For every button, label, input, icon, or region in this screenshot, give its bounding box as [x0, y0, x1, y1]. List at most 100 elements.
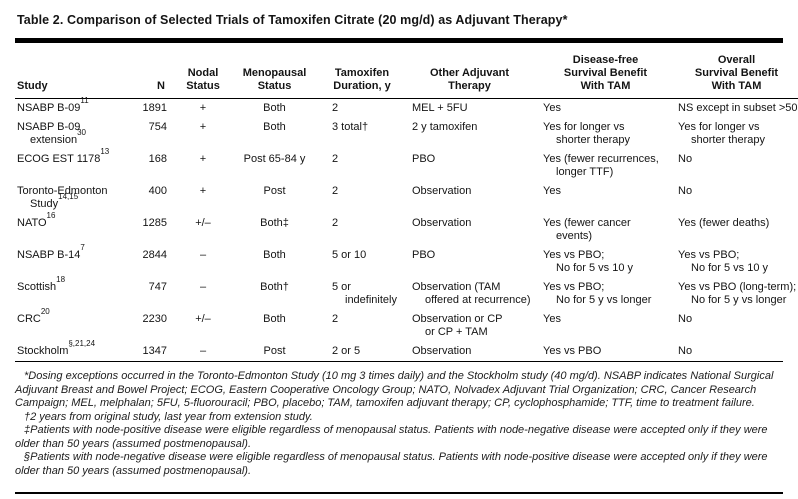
- cell-dfs: Yes for longer vs shorter therapy: [543, 121, 630, 146]
- cell-n: 1891: [142, 102, 167, 114]
- cell-duration: 3 total†: [332, 121, 369, 133]
- cell-dfs: Yes: [543, 185, 561, 197]
- reference-superscript: 30: [77, 127, 86, 137]
- table-row: Toronto-Edmonton Study14,15 400 + Post 2 Obser…: [15, 182, 798, 214]
- reference-superscript: 20: [40, 306, 50, 316]
- cell-os: Yes vs PBO; No for 5 vs 10 y: [678, 249, 769, 274]
- cell-n: 400: [148, 185, 167, 197]
- footnote-separator-rule: [15, 361, 783, 362]
- cell-os: No: [678, 313, 693, 325]
- cell-menopausal: Both‡: [260, 217, 289, 229]
- column-header-study: Study: [15, 43, 121, 99]
- cell-n: 754: [148, 121, 167, 133]
- cell-other: Observation: [412, 217, 472, 229]
- cell-study: NSABP B-0911: [17, 95, 89, 114]
- cell-study: NSABP B-09 extension30: [17, 121, 86, 146]
- reference-superscript: 14,15: [58, 191, 79, 201]
- cell-dfs: Yes: [543, 102, 561, 114]
- cell-duration: 2: [332, 153, 339, 165]
- footnotes: *Dosing exceptions occurred in the Toron…: [15, 370, 783, 478]
- footnote: †2 years from original study, last year …: [24, 410, 313, 423]
- reference-superscript: §,21,24: [68, 338, 96, 348]
- cell-menopausal: Both: [263, 121, 286, 133]
- table-row: NATO16 1285 +/– Both‡ 2 Observation Yes (fewer…: [15, 210, 798, 246]
- cell-nodal: –: [199, 281, 207, 293]
- cell-study: ECOG EST 117813: [17, 146, 110, 165]
- cell-nodal: +: [199, 185, 207, 197]
- bottom-rule: [15, 492, 783, 494]
- cell-other: Observation: [412, 185, 472, 197]
- column-header-menopausal: Menopausal Status: [227, 43, 322, 99]
- cell-duration: 2: [332, 185, 339, 197]
- cell-nodal: +/–: [195, 313, 211, 325]
- cell-os: Yes (fewer deaths): [678, 217, 770, 229]
- reference-superscript: 7: [80, 242, 85, 252]
- reference-superscript: 18: [56, 274, 66, 284]
- cell-duration: 2: [332, 217, 339, 229]
- cell-n: 747: [148, 281, 167, 293]
- column-header-other: Other Adjuvant Therapy: [402, 43, 537, 99]
- cell-menopausal: Post: [263, 185, 286, 197]
- footnote: ‡Patients with node-positive disease wer…: [15, 424, 768, 450]
- cell-other: MEL + 5FU: [412, 102, 468, 114]
- cell-n: 168: [148, 153, 167, 165]
- footnote: §Patients with node-negative disease wer…: [15, 451, 768, 477]
- cell-menopausal: Both: [263, 102, 286, 114]
- table-row: NSABP B-147 2844 – Both 5 or 10 PBO Yes vs PBO…: [15, 242, 798, 278]
- cell-nodal: +: [199, 153, 207, 165]
- cell-nodal: –: [199, 249, 207, 261]
- cell-n: 2844: [142, 249, 167, 261]
- cell-other: PBO: [412, 249, 436, 261]
- column-header-n: N: [121, 43, 179, 99]
- cell-os: Yes for longer vs shorter therapy: [678, 121, 765, 146]
- cell-os: NS except in subset >50 y: [678, 102, 798, 114]
- cell-study: NATO16: [17, 210, 56, 229]
- cell-dfs: Yes (fewer cancer events): [543, 217, 631, 242]
- column-header-duration: Tamoxifen Duration, y: [322, 43, 402, 99]
- table-row: Stockholm§,21,24 1347 – Post 2 or 5 Observati…: [15, 338, 798, 361]
- table-row: NSABP B-09 extension30 754 + Both 3 total† 2 y…: [15, 118, 798, 150]
- cell-other: PBO: [412, 153, 436, 165]
- column-header-dfs: Disease-free Survival Benefit With TAM: [537, 43, 674, 99]
- cell-duration: 5 or indefinitely: [332, 281, 397, 306]
- header-row: Study N Nodal Status Menopausal Status Tamoxif…: [15, 43, 798, 99]
- cell-duration: 2: [332, 313, 339, 325]
- cell-other: 2 y tamoxifen: [412, 121, 478, 133]
- cell-menopausal: Post: [263, 345, 286, 357]
- reference-superscript: 11: [80, 95, 89, 105]
- table-row: CRC20 2230 +/– Both 2 Observation or CP or CP …: [15, 306, 798, 342]
- cell-os: No: [678, 185, 693, 197]
- reference-superscript: 16: [46, 210, 56, 220]
- cell-os: No: [678, 345, 693, 357]
- comparison-table: Study N Nodal Status Menopausal Status Tamoxif…: [15, 43, 798, 361]
- cell-os: Yes vs PBO (long-term); No for 5 y vs lon…: [678, 281, 797, 306]
- cell-nodal: +: [199, 121, 207, 133]
- cell-duration: 5 or 10: [332, 249, 367, 261]
- cell-dfs: Yes vs PBO: [543, 345, 602, 357]
- cell-study: CRC20: [17, 306, 50, 325]
- cell-dfs: Yes (fewer recurrences, longer TTF): [543, 153, 659, 178]
- cell-menopausal: Both: [263, 313, 286, 325]
- cell-os: No: [678, 153, 693, 165]
- top-rule: [15, 38, 783, 43]
- cell-dfs: Yes: [543, 313, 561, 325]
- table-header: Study N Nodal Status Menopausal Status Tamoxif…: [15, 43, 798, 99]
- cell-study: Scottish18: [17, 274, 66, 293]
- table-title: Table 2. Comparison of Selected Trials o…: [17, 13, 568, 27]
- cell-nodal: +: [199, 102, 207, 114]
- table-body: NSABP B-0911 1891 + Both 2 MEL + 5FU Yes NS exc…: [15, 95, 798, 362]
- cell-duration: 2 or 5: [332, 345, 361, 357]
- cell-dfs: Yes vs PBO; No for 5 vs 10 y: [543, 249, 634, 274]
- cell-nodal: +/–: [195, 217, 211, 229]
- cell-other: Observation: [412, 345, 472, 357]
- reference-superscript: 13: [100, 146, 110, 156]
- cell-nodal: –: [199, 345, 207, 357]
- cell-study: NSABP B-147: [17, 242, 85, 261]
- cell-dfs: Yes vs PBO; No for 5 y vs longer: [543, 281, 652, 306]
- cell-n: 2230: [142, 313, 167, 325]
- cell-other: Observation (TAM offered at recurrence): [412, 281, 531, 306]
- column-header-os: Overall Survival Benefit With TAM: [674, 43, 798, 99]
- cell-menopausal: Both†: [260, 281, 289, 293]
- cell-menopausal: Both: [263, 249, 286, 261]
